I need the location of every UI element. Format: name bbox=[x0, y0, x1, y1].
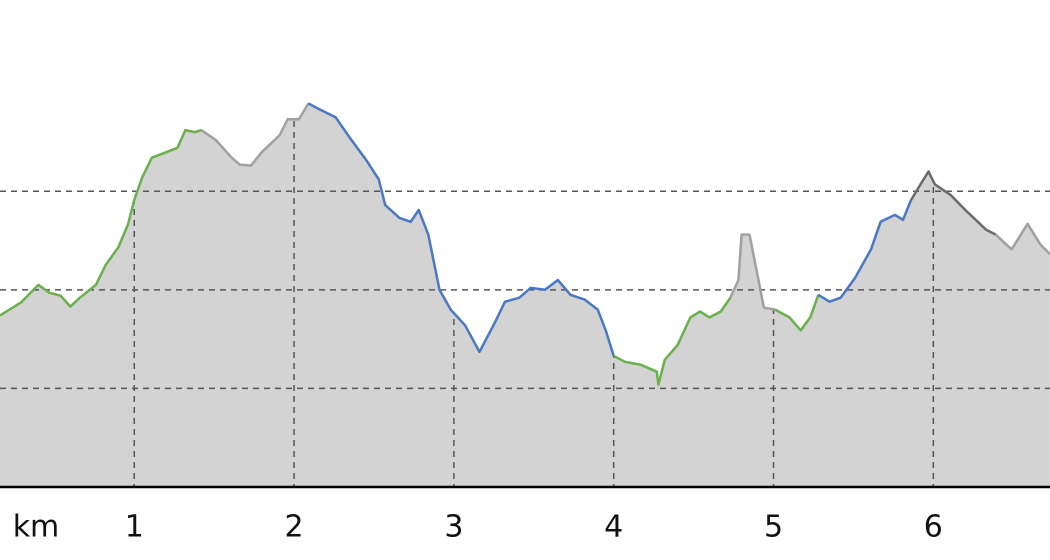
x-tick-label: 2 bbox=[285, 510, 304, 545]
profile-line bbox=[994, 222, 1050, 256]
area-fill bbox=[0, 129, 202, 488]
profile-line bbox=[909, 170, 997, 236]
area-fill bbox=[817, 199, 912, 488]
x-tick-label: 5 bbox=[764, 510, 783, 545]
profile-line bbox=[729, 233, 776, 311]
area-fill bbox=[995, 222, 1050, 488]
x-tick-label: 4 bbox=[604, 510, 623, 545]
area-fill bbox=[774, 294, 819, 488]
profile-line bbox=[817, 199, 913, 303]
profile-line bbox=[307, 102, 615, 357]
area-fill bbox=[729, 234, 776, 488]
x-tick-label: 6 bbox=[924, 510, 943, 545]
profile-line bbox=[0, 128, 202, 317]
area-fill bbox=[910, 170, 997, 488]
area-fill bbox=[307, 102, 615, 488]
x-tick-label: 3 bbox=[444, 510, 463, 545]
x-tick-label: 1 bbox=[125, 510, 144, 545]
profile-line bbox=[200, 102, 310, 167]
area-fill bbox=[613, 296, 731, 488]
profile-line bbox=[613, 296, 732, 386]
x-axis-label: km bbox=[13, 510, 60, 545]
profile-line bbox=[774, 294, 820, 332]
